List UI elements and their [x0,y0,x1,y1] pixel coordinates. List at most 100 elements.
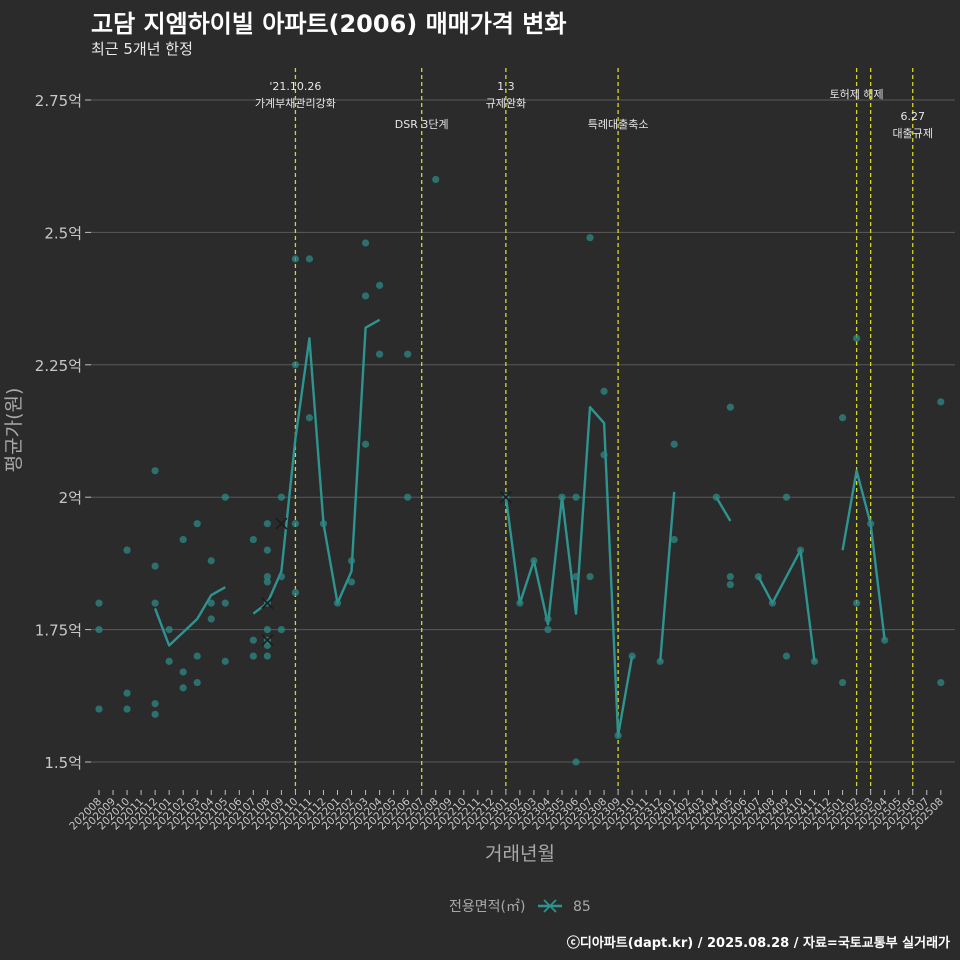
data-point [572,573,580,581]
data-point [404,350,412,358]
event-label: 특례대출축소 [588,118,649,131]
data-point [432,175,440,184]
data-point [179,684,187,692]
y-tick-label: 1.5억 [44,754,82,772]
data-point [221,493,229,501]
event-label: DSR 3단계 [395,118,449,131]
source-caption: ⓒ디아파트(dapt.kr) / 2025.08.28 / 자료=국토교통부 실… [566,936,950,951]
data-point [726,573,734,581]
event-label: 대출규제 [892,127,932,140]
data-point [165,657,173,665]
data-point [376,350,384,358]
data-point [530,557,538,565]
data-point [291,361,300,369]
event-label: 1.3 [497,80,515,93]
data-point [207,599,215,607]
data-point [249,535,257,544]
data-point [277,626,285,634]
data-point [277,573,285,581]
event-label: 가계부채관리강화 [255,97,336,110]
data-point [600,451,608,459]
series-line-85 [252,318,381,615]
data-point [263,641,271,650]
chart-title: 고담 지엠하이빌 아파트(2006) 매매가격 변화 [91,10,567,38]
data-point [221,599,229,607]
data-point [207,557,215,565]
data-point [263,652,271,660]
data-point [726,403,734,411]
data-point [586,573,594,581]
data-point [123,546,131,554]
data-point [838,678,847,687]
data-point [123,689,131,697]
data-point [305,255,314,263]
data-point [263,626,271,634]
event-label: 6.27 [900,110,925,123]
data-point [937,678,945,687]
series-marker-x [261,597,274,610]
data-point [670,440,678,448]
data-point [516,599,524,607]
data-point [937,398,945,406]
data-point [838,414,847,422]
legend-x-swatch [543,899,557,913]
data-point [712,493,720,501]
data-point [319,520,328,528]
series-line-85 [715,496,732,522]
data-point [165,626,173,634]
data-point [151,467,159,475]
y-tick-label: 2.5억 [44,224,82,242]
data-point [404,493,412,501]
data-point [95,705,103,713]
data-point [179,535,187,544]
data-point [670,535,678,544]
data-point [544,626,552,634]
data-point [151,562,159,570]
data-point [572,758,580,766]
data-point [558,493,566,501]
series-line-85 [841,469,886,641]
data-point [376,281,384,289]
data-point [881,636,889,644]
chart-subtitle: 최근 5개년 한정 [91,40,193,58]
data-point [361,440,370,448]
data-point [95,626,103,634]
data-point [614,731,622,740]
data-point [291,588,300,597]
data-point [151,599,159,607]
data-point [544,615,552,623]
data-point [193,520,201,528]
data-point [305,414,314,422]
data-point [347,578,356,586]
data-point [853,334,861,342]
y-tick-label: 2.75억 [35,92,82,110]
series-marker-x [499,491,512,504]
data-point [291,520,300,528]
legend: 전용면적(㎡) 85 [449,899,591,915]
data-point [768,599,777,607]
data-point [361,239,370,247]
y-tick-label: 1.75억 [35,622,82,640]
legend-entry-85: 85 [573,899,591,915]
series-line-85 [153,586,226,647]
data-point [151,700,159,708]
data-point [600,387,608,395]
data-point [179,668,187,676]
event-label: '21.10.26 [269,80,321,93]
data-point [263,546,271,554]
data-point [263,578,271,586]
event-label: 토허제 해제 [830,87,884,101]
series-marker-x [275,517,288,530]
data-point [572,493,580,501]
data-point [151,710,159,718]
data-point [796,546,805,554]
series-line-85 [504,406,634,737]
data-point [193,678,201,687]
y-tick-label: 2억 [59,489,82,507]
x-axis-label: 거래년월 [485,843,555,865]
series-marker-x [261,634,274,647]
data-point [193,652,201,660]
event-label: 규제완화 [486,97,526,110]
data-point [810,657,819,665]
